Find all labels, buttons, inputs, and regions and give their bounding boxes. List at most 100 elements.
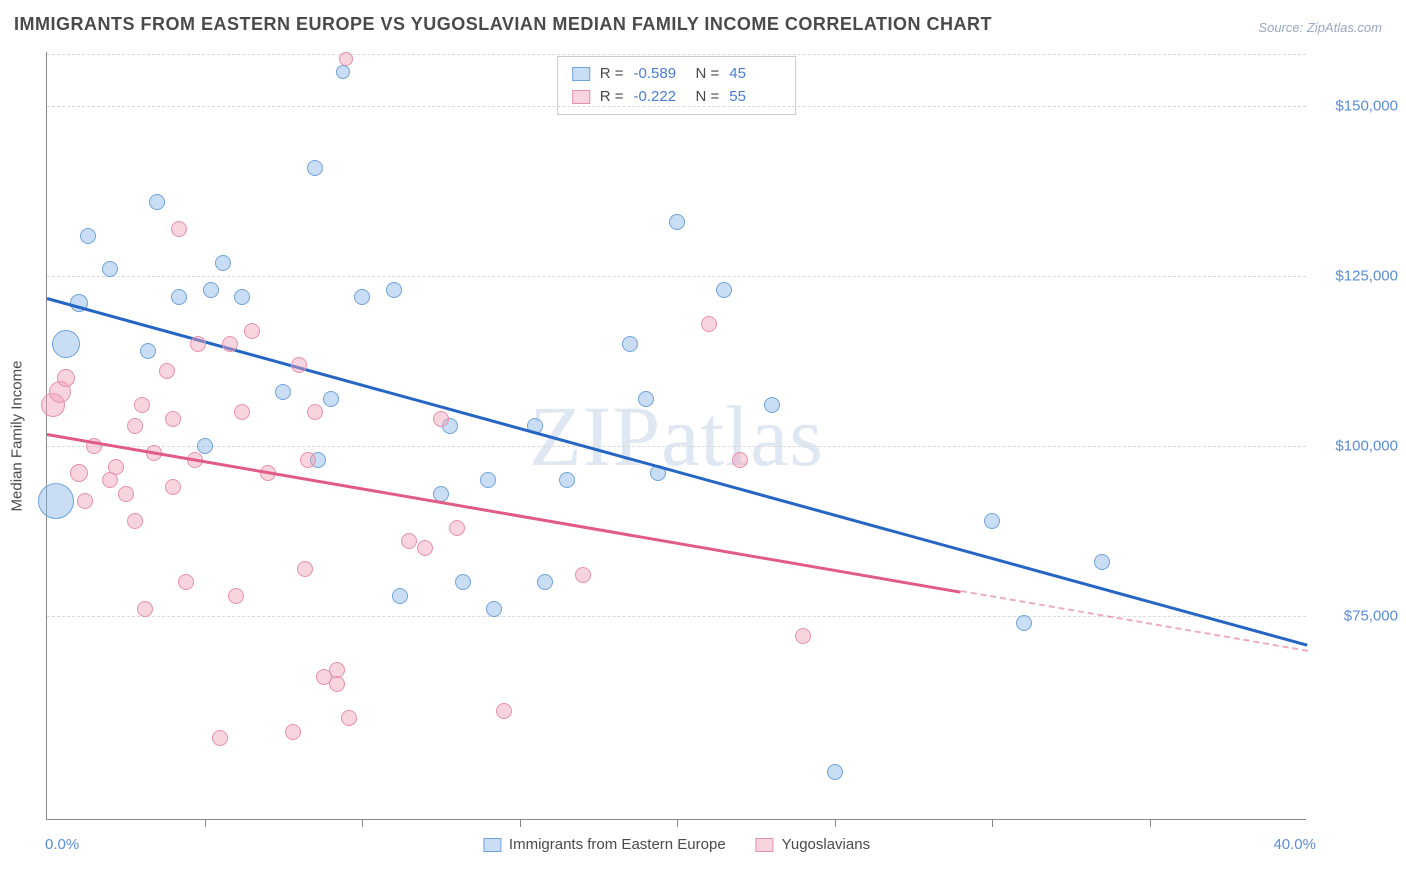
scatter-point bbox=[386, 282, 402, 298]
scatter-point bbox=[401, 533, 417, 549]
scatter-point bbox=[339, 52, 353, 66]
scatter-point bbox=[80, 228, 96, 244]
scatter-point bbox=[486, 601, 502, 617]
scatter-point bbox=[165, 411, 181, 427]
x-axis-max-label: 40.0% bbox=[1273, 836, 1316, 853]
scatter-point bbox=[244, 323, 260, 339]
r-label: R = bbox=[600, 86, 624, 109]
y-axis-tick-label: $100,000 bbox=[1335, 438, 1398, 455]
scatter-point bbox=[433, 411, 449, 427]
x-axis-tick bbox=[677, 819, 678, 827]
scatter-point bbox=[449, 520, 465, 536]
chart-title: IMMIGRANTS FROM EASTERN EUROPE VS YUGOSL… bbox=[14, 14, 992, 35]
scatter-point bbox=[622, 336, 638, 352]
scatter-plot-area: Median Family Income ZIPatlas R =-0.589N… bbox=[46, 52, 1306, 820]
scatter-point bbox=[134, 397, 150, 413]
scatter-point bbox=[417, 540, 433, 556]
series-swatch bbox=[572, 90, 590, 104]
scatter-point bbox=[827, 764, 843, 780]
scatter-point bbox=[984, 513, 1000, 529]
legend-label: Immigrants from Eastern Europe bbox=[509, 836, 726, 853]
scatter-point bbox=[669, 214, 685, 230]
n-label: N = bbox=[696, 63, 720, 86]
gridline bbox=[47, 106, 1306, 107]
stats-row: R = -0.589 N = 45 bbox=[572, 63, 782, 86]
r-value: -0.222 bbox=[634, 86, 686, 109]
x-axis-tick bbox=[205, 819, 206, 827]
scatter-point bbox=[559, 472, 575, 488]
scatter-point bbox=[701, 316, 717, 332]
trend-line bbox=[960, 590, 1307, 652]
x-axis-tick bbox=[835, 819, 836, 827]
legend-item: Immigrants from Eastern Europe bbox=[483, 836, 726, 853]
scatter-point bbox=[537, 574, 553, 590]
source-name: ZipAtlas.com bbox=[1307, 20, 1382, 35]
scatter-point bbox=[307, 160, 323, 176]
scatter-point bbox=[300, 452, 316, 468]
n-label: N = bbox=[696, 86, 720, 109]
scatter-point bbox=[222, 336, 238, 352]
gridline bbox=[47, 276, 1306, 277]
scatter-point bbox=[178, 574, 194, 590]
scatter-point bbox=[77, 493, 93, 509]
scatter-point bbox=[323, 391, 339, 407]
gridline bbox=[47, 54, 1306, 55]
scatter-point bbox=[118, 486, 134, 502]
scatter-point bbox=[165, 479, 181, 495]
scatter-point bbox=[228, 588, 244, 604]
x-axis-tick bbox=[362, 819, 363, 827]
scatter-point bbox=[480, 472, 496, 488]
legend-swatch bbox=[756, 838, 774, 852]
scatter-point bbox=[275, 384, 291, 400]
scatter-point bbox=[307, 404, 323, 420]
n-value: 55 bbox=[729, 86, 781, 109]
scatter-point bbox=[1016, 615, 1032, 631]
scatter-point bbox=[297, 561, 313, 577]
scatter-point bbox=[638, 391, 654, 407]
scatter-point bbox=[149, 194, 165, 210]
scatter-point bbox=[137, 601, 153, 617]
series-legend: Immigrants from Eastern Europe Yugoslavia… bbox=[483, 836, 870, 853]
scatter-point bbox=[127, 418, 143, 434]
scatter-point bbox=[764, 397, 780, 413]
scatter-point bbox=[57, 369, 75, 387]
scatter-point bbox=[159, 363, 175, 379]
y-axis-tick-label: $125,000 bbox=[1335, 268, 1398, 285]
scatter-point bbox=[38, 483, 74, 519]
scatter-point bbox=[70, 464, 88, 482]
scatter-point bbox=[341, 710, 357, 726]
scatter-point bbox=[234, 289, 250, 305]
r-value: -0.589 bbox=[634, 63, 686, 86]
scatter-point bbox=[285, 724, 301, 740]
scatter-point bbox=[795, 628, 811, 644]
scatter-point bbox=[234, 404, 250, 420]
scatter-point bbox=[108, 459, 124, 475]
source-label: Source: bbox=[1258, 20, 1303, 35]
scatter-point bbox=[171, 221, 187, 237]
scatter-point bbox=[1094, 554, 1110, 570]
scatter-point bbox=[392, 588, 408, 604]
x-axis-tick bbox=[992, 819, 993, 827]
scatter-point bbox=[716, 282, 732, 298]
x-axis-tick bbox=[520, 819, 521, 827]
y-axis-tick-label: $75,000 bbox=[1344, 608, 1398, 625]
stats-row: R = -0.222 N = 55 bbox=[572, 86, 782, 109]
legend-label: Yugoslavians bbox=[782, 836, 870, 853]
x-axis-tick bbox=[1150, 819, 1151, 827]
y-axis-tick-label: $150,000 bbox=[1335, 98, 1398, 115]
scatter-point bbox=[291, 357, 307, 373]
y-axis-title: Median Family Income bbox=[9, 360, 26, 511]
n-value: 45 bbox=[729, 63, 781, 86]
scatter-point bbox=[140, 343, 156, 359]
scatter-point bbox=[455, 574, 471, 590]
scatter-point bbox=[203, 282, 219, 298]
series-swatch bbox=[572, 67, 590, 81]
scatter-point bbox=[171, 289, 187, 305]
gridline bbox=[47, 446, 1306, 447]
scatter-point bbox=[575, 567, 591, 583]
scatter-point bbox=[354, 289, 370, 305]
scatter-point bbox=[329, 662, 345, 678]
r-label: R = bbox=[600, 63, 624, 86]
scatter-point bbox=[127, 513, 143, 529]
scatter-point bbox=[52, 330, 80, 358]
